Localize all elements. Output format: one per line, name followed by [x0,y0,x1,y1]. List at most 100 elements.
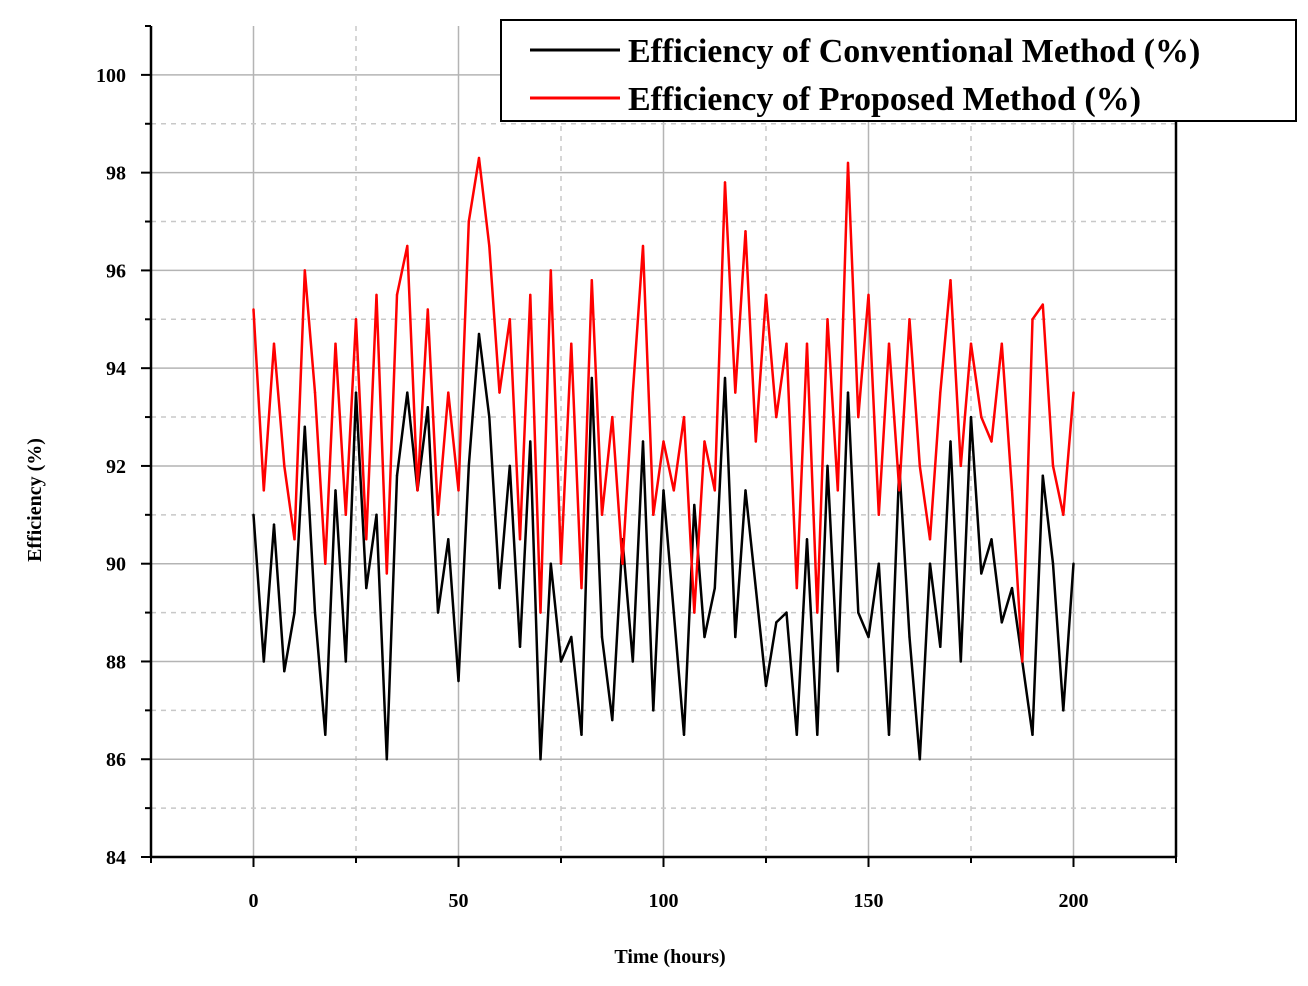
data-point-conventional [498,586,501,590]
data-point-proposed [539,611,542,614]
data-point-proposed [426,308,429,311]
x-tick-label: 200 [1059,890,1089,912]
data-point-proposed [1051,464,1055,468]
data-point-conventional [344,660,347,663]
data-point-conventional [785,611,788,614]
data-point-proposed [887,342,891,345]
y-tick-label: 94 [106,358,126,380]
data-point-proposed [816,611,819,614]
data-point-conventional [406,391,409,394]
data-point-conventional [477,332,481,336]
data-point-conventional [508,464,511,468]
data-point-conventional [775,621,778,624]
data-point-proposed [457,489,460,492]
data-point-proposed [621,562,624,565]
data-point-proposed [805,342,809,345]
data-point-conventional [262,660,265,663]
data-point-conventional [375,513,378,516]
data-point-proposed [836,489,839,492]
data-point-proposed [549,269,552,272]
data-point-conventional [980,572,983,575]
y-tick-label: 98 [106,163,126,185]
grid-lines [151,26,1176,857]
tick-labels: 0 50 100 150 200 84 86 88 90 92 94 96 98 100 [96,65,1089,912]
data-point-proposed [416,489,419,492]
data-point-proposed [918,464,921,468]
y-tick-label: 84 [106,847,126,869]
data-point-proposed [580,586,583,590]
data-point-conventional [703,635,706,639]
x-tick-label: 150 [854,890,884,912]
data-point-proposed [293,538,296,541]
data-point-proposed [949,279,952,282]
data-point-conventional [652,709,655,712]
data-point-conventional [539,758,542,761]
data-point-proposed [477,156,481,160]
data-point-proposed [354,318,358,321]
x-tick-label: 100 [649,890,679,912]
legend-box [500,19,1297,122]
data-point-conventional [816,733,819,736]
legend-label-proposed: Efficiency of Proposed Method (%) [628,81,1141,118]
data-point-conventional [857,611,860,614]
data-point-conventional [805,538,809,541]
data-point-proposed [928,538,932,541]
data-point-conventional [590,376,593,380]
data-point-proposed [1041,303,1045,306]
data-point-proposed [939,391,942,394]
data-point-conventional [918,758,921,761]
data-point-conventional [826,464,829,468]
data-point-proposed [693,611,696,614]
data-point-conventional [324,733,327,736]
data-point-conventional [734,635,737,639]
data-point-conventional [662,489,665,492]
y-tick-label: 90 [106,554,126,576]
data-point-conventional [283,670,286,673]
data-point-proposed [334,342,337,345]
data-point-conventional [334,489,337,492]
data-point-proposed [652,513,655,516]
data-point-proposed [406,244,409,248]
data-point-conventional [1041,474,1045,477]
data-point-proposed [508,318,511,321]
data-point-proposed [703,440,706,443]
data-point-proposed [908,318,911,321]
data-point-proposed [375,293,378,297]
data-point-proposed [795,586,798,590]
data-point-conventional [928,562,932,565]
data-point-proposed [611,415,614,419]
data-point-proposed [262,489,265,492]
data-point-conventional [1051,562,1055,565]
data-point-conventional [631,660,634,663]
data-point-proposed [436,513,440,516]
data-point-proposed [283,464,286,468]
data-point-conventional [488,415,491,419]
data-point-proposed [570,342,573,345]
data-point-conventional [303,425,306,428]
data-point-conventional [836,670,839,673]
data-point-conventional [682,733,686,736]
data-point-conventional [641,440,645,443]
data-point-proposed [365,538,368,541]
data-point-proposed [1062,513,1065,516]
data-point-conventional [580,733,583,736]
y-tick-label: 100 [96,65,126,87]
data-point-proposed [857,415,860,419]
data-point-conventional [672,611,675,614]
data-point-conventional [395,474,399,477]
data-point-conventional [877,562,880,565]
legend-label-conventional: Efficiency of Conventional Method (%) [628,33,1200,70]
data-point-conventional [365,586,368,590]
data-point-conventional [385,758,388,761]
data-point-proposed [324,562,327,565]
y-tick-label: 96 [106,260,126,282]
data-point-proposed [313,391,317,394]
data-point-proposed [877,513,880,516]
data-point-conventional [354,391,358,394]
data-point-proposed [1072,391,1075,394]
data-point-proposed [1010,489,1014,492]
y-tick-label: 86 [106,749,126,771]
data-point-proposed [744,230,747,233]
data-point-proposed [723,181,727,184]
data-point-proposed [529,293,532,297]
